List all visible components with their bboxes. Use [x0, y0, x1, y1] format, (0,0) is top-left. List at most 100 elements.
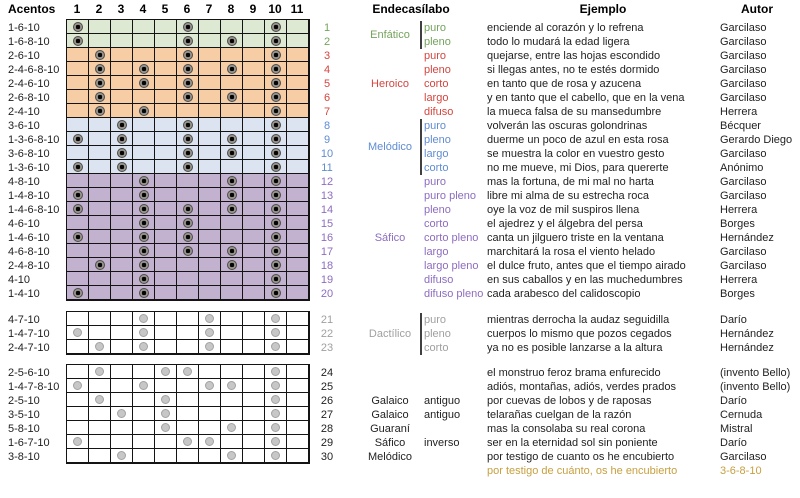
grid-cell — [287, 174, 309, 188]
grid-cell — [89, 216, 111, 230]
grid-cell — [243, 230, 265, 244]
grid-cell — [133, 272, 155, 286]
grid-cell — [177, 365, 199, 379]
row-number: 20 — [320, 287, 334, 300]
grid-cell — [265, 146, 287, 160]
grid-cell — [287, 449, 309, 463]
subtype-label: corto — [424, 341, 449, 354]
grid-cell — [111, 34, 133, 48]
grid-cell — [243, 421, 265, 435]
row-number: 24 — [320, 366, 334, 379]
accent-dot — [270, 287, 281, 298]
grid-cell — [221, 244, 243, 258]
accent-dot — [226, 35, 237, 46]
row-number: 27 — [320, 408, 334, 421]
grid-cell — [265, 174, 287, 188]
grid-cell — [67, 104, 89, 118]
grid-cell — [89, 435, 111, 449]
grid-cell — [287, 286, 309, 300]
accent-dot — [116, 161, 127, 172]
column-number: 6 — [183, 2, 191, 16]
accent-dot — [72, 287, 83, 298]
grid-cell — [67, 216, 89, 230]
grid-cell — [221, 132, 243, 146]
grid-cell — [221, 160, 243, 174]
accent-dot — [95, 395, 104, 404]
accent-dot — [183, 367, 192, 376]
grid-cell — [133, 244, 155, 258]
row-number: 19 — [320, 273, 334, 286]
accent-dot — [182, 161, 193, 172]
grid-cell — [265, 76, 287, 90]
author-label: Hernández — [720, 231, 774, 244]
grid-cell — [133, 132, 155, 146]
grid-cell — [243, 132, 265, 146]
accent-dot — [271, 437, 280, 446]
row-number: 15 — [320, 217, 334, 230]
grid-cell — [287, 34, 309, 48]
grid-cell — [133, 312, 155, 326]
grid-cell — [89, 174, 111, 188]
grid-cell — [199, 104, 221, 118]
author-label: Borges — [720, 287, 755, 300]
grid-cell — [111, 244, 133, 258]
grid-cell — [133, 34, 155, 48]
author-label: Darío — [720, 394, 747, 407]
grid-cell — [133, 48, 155, 62]
grid-cell — [111, 202, 133, 216]
accent-dot — [161, 395, 170, 404]
grid-cell — [243, 393, 265, 407]
author-label: Garcilaso — [720, 147, 767, 160]
subtype-group-bar — [420, 118, 422, 175]
grid-cell — [265, 104, 287, 118]
grid-cell — [155, 76, 177, 90]
grid-cell — [67, 62, 89, 76]
accent-dot — [138, 175, 149, 186]
grid-cell — [89, 62, 111, 76]
type-label: Sáfico — [374, 231, 406, 244]
grid-cell — [265, 365, 287, 379]
dot-grid-block — [66, 19, 310, 301]
subtype-label: puro — [424, 119, 447, 132]
row-number: 12 — [320, 175, 334, 188]
accent-dot — [116, 133, 127, 144]
grid-cell — [133, 379, 155, 393]
grid-cell — [243, 244, 265, 258]
grid-cell — [221, 20, 243, 34]
accent-dot — [161, 367, 170, 376]
accent-dot — [94, 105, 105, 116]
column-number: 5 — [161, 2, 169, 16]
grid-cell — [221, 188, 243, 202]
grid-cell — [265, 216, 287, 230]
grid-cell — [265, 435, 287, 449]
grid-cell — [199, 340, 221, 354]
pattern-label: 2-4-10 — [8, 105, 40, 118]
grid-cell — [111, 146, 133, 160]
accent-dot — [138, 203, 149, 214]
type-label: Dactílico — [368, 327, 412, 340]
grid-cell — [221, 34, 243, 48]
accent-dot — [270, 35, 281, 46]
grid-cell — [243, 286, 265, 300]
grid-cell — [265, 286, 287, 300]
type-label: Melódico — [367, 450, 413, 463]
example-verse: en sus caballos y en las muchedumbres — [487, 273, 683, 286]
grid-cell — [243, 104, 265, 118]
grid-cell — [111, 118, 133, 132]
grid-cell — [177, 202, 199, 216]
grid-cell — [155, 244, 177, 258]
grid-cell — [177, 407, 199, 421]
row-number: 23 — [320, 341, 334, 354]
grid-cell — [155, 393, 177, 407]
grid-cell — [133, 365, 155, 379]
accent-dot — [72, 35, 83, 46]
grid-cell — [243, 407, 265, 421]
grid-cell — [243, 160, 265, 174]
example-verse: en tanto que de rosa y azucena — [487, 77, 642, 90]
type-label: Melódico — [367, 140, 413, 153]
grid-cell — [177, 174, 199, 188]
grid-cell — [155, 20, 177, 34]
author-label: Garcilaso — [720, 49, 767, 62]
grid-cell — [89, 340, 111, 354]
accent-dot — [161, 423, 170, 432]
